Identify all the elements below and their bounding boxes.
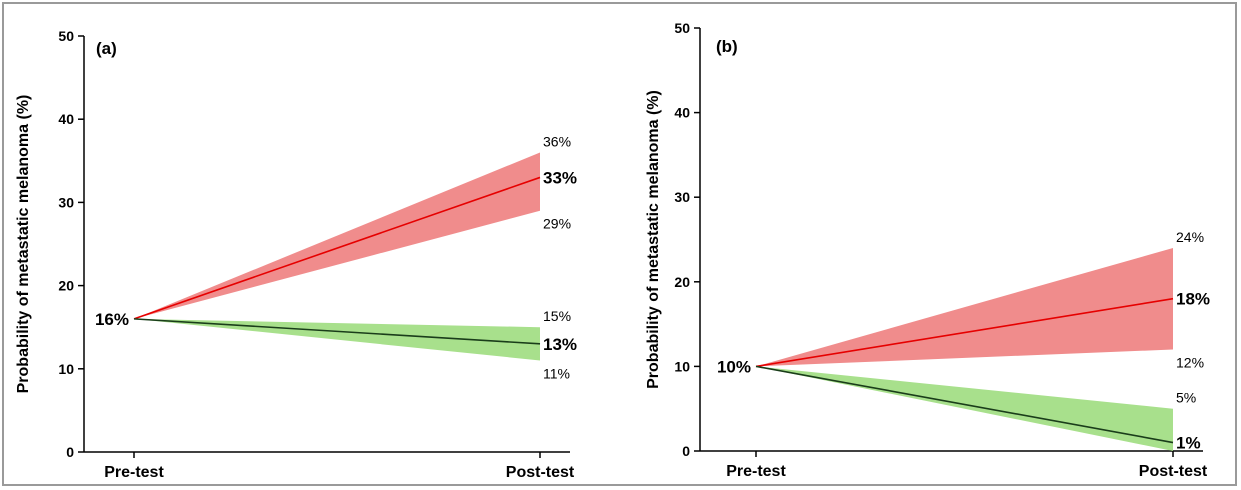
panel-a: 0 10 20 30 40 50 Pre-test Post-test Probability … <box>15 28 577 481</box>
positive-ci-band <box>756 247 1173 367</box>
negative-upper-ci-label: 15% <box>543 308 571 324</box>
y-tick-label: 0 <box>682 443 690 459</box>
positive-lower-ci-label: 29% <box>543 216 571 232</box>
negative-series-line <box>755 365 1174 444</box>
negative-post-test-label: 1% <box>1176 434 1201 453</box>
positive-series-line <box>133 176 541 320</box>
positive-series-line <box>755 297 1174 368</box>
y-tick-label: 50 <box>58 28 74 44</box>
negative-upper-ci-label: 5% <box>1176 390 1196 406</box>
y-tick-label: 40 <box>674 105 690 121</box>
y-tick-label: 10 <box>674 358 690 374</box>
positive-lower-ci-label: 12% <box>1176 354 1204 370</box>
positive-post-test-label: 33% <box>543 168 577 187</box>
y-tick-label: 40 <box>58 111 74 127</box>
positive-upper-ci-label: 36% <box>543 133 571 149</box>
negative-ci-band <box>756 366 1173 451</box>
x-category-label: Pre-test <box>104 464 164 481</box>
positive-upper-ci-label: 24% <box>1176 229 1204 245</box>
y-tick-label: 30 <box>58 194 74 210</box>
x-category-label: Pre-test <box>726 463 786 480</box>
positive-post-test-label: 18% <box>1176 290 1210 309</box>
negative-series-line <box>133 318 541 345</box>
panel-label: (b) <box>716 37 738 56</box>
y-tick-label: 50 <box>674 20 690 36</box>
y-tick-label: 10 <box>58 361 74 377</box>
negative-post-test-label: 13% <box>543 335 577 354</box>
y-tick-label: 20 <box>58 278 74 294</box>
y-tick-label: 0 <box>66 444 74 460</box>
negative-ci-band <box>134 318 540 361</box>
y-tick-label: 20 <box>674 274 690 290</box>
pre-test-probability-label: 16% <box>95 310 129 329</box>
panel-label: (a) <box>96 39 117 58</box>
negative-lower-ci-label: 11% <box>543 365 570 381</box>
x-category-label: Post-test <box>506 464 575 481</box>
y-axis-label: Probability of metastatic melanoma (%) <box>645 90 662 389</box>
pre-test-probability-label: 10% <box>717 357 751 376</box>
y-axis-label: Probability of metastatic melanoma (%) <box>15 95 32 394</box>
positive-ci-band <box>134 152 540 319</box>
y-tick-label: 30 <box>674 189 690 205</box>
panel-b: 0 10 20 30 40 50 Pre-test Post-test Probability … <box>645 20 1210 480</box>
x-category-label: Post-test <box>1139 463 1208 480</box>
